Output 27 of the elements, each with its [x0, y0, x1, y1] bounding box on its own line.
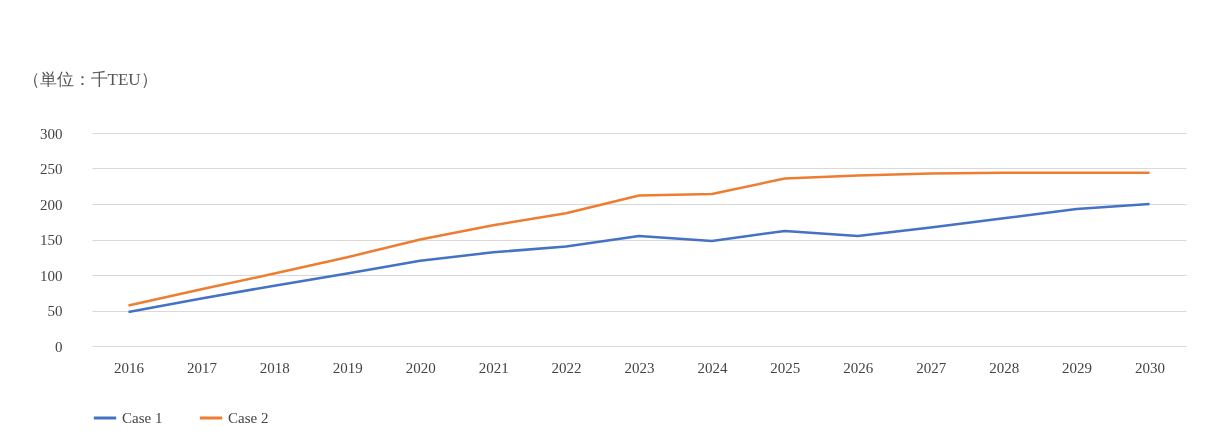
x-tick-label: 2016: [113, 359, 145, 376]
x-tick-label: 2020: [405, 359, 436, 376]
x-tick-label: 2019: [332, 359, 363, 376]
y-tick-label: 100: [40, 267, 63, 284]
x-tick-label: 2018: [259, 359, 290, 376]
y-tick-label: 300: [40, 125, 63, 142]
legend-label: Case 1: [122, 410, 163, 426]
y-tick-label: 50: [47, 303, 63, 319]
x-tick-label: 2029: [1062, 359, 1093, 376]
y-tick-label: 0: [55, 338, 63, 355]
x-tick-label: 2027: [916, 359, 947, 376]
x-tick-label: 2026: [843, 359, 874, 376]
x-tick-label: 2028: [989, 359, 1020, 376]
y-tick-label: 200: [40, 196, 63, 213]
y-tick-label: 150: [40, 232, 63, 248]
x-tick-label: 2022: [551, 359, 582, 376]
x-tick-label: 2024: [697, 359, 728, 376]
x-tick-label: 2030: [1135, 359, 1166, 376]
line-series: [127, 202, 1151, 314]
x-tick-label: 2017: [186, 359, 218, 376]
y-tick-label: 250: [40, 161, 63, 177]
legend-label: Case 2: [228, 410, 269, 426]
x-tick-label: 2025: [770, 359, 801, 376]
y-axis-title: （単位：千TEU）: [22, 69, 158, 89]
line-series: [127, 171, 1151, 307]
x-tick-label: 2021: [478, 359, 509, 376]
x-tick-label: 2023: [624, 359, 655, 376]
